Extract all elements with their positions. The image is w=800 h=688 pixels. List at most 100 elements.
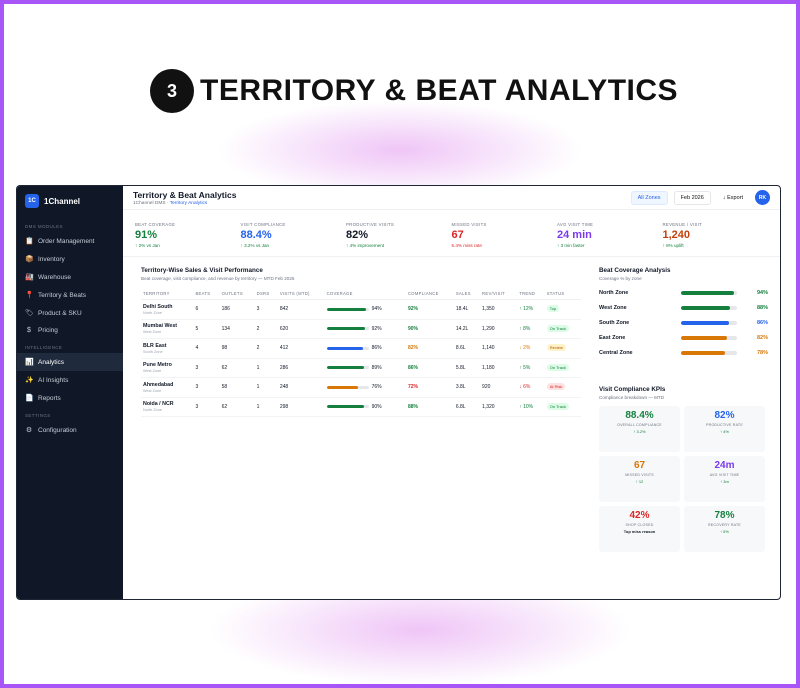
compliance-subtitle: Compliance breakdown — MTD [599, 395, 665, 400]
outlets-cell: 134 [219, 319, 255, 339]
table-row[interactable]: Delhi South North Zone 6 186 3 842 94% 92% 18.4L… [141, 299, 581, 320]
kpi-label: AVG VISIT TIME [557, 222, 594, 227]
zone-percent: 86% [756, 320, 768, 326]
column-header[interactable]: TERRITORY [141, 288, 194, 300]
kpi-label: VISIT COMPLIANCE [240, 222, 286, 227]
kpi-value: 82% [346, 229, 369, 241]
coverage-meter: 92% [326, 326, 404, 332]
compliance-kpi-value: 67 [633, 460, 646, 471]
breadcrumb-root[interactable]: 1Channel DMS · [133, 200, 170, 206]
dsrs-cell: 1 [254, 397, 278, 417]
dsrs-cell: 1 [254, 377, 278, 398]
table-row[interactable]: BLR East South Zone 4 98 2 412 86% 82% 8.6L 1,140… [141, 338, 581, 359]
territory-name: Ahmedabad [143, 381, 174, 388]
compliance-cell: 88% [405, 397, 454, 417]
warehouse-icon: 🏭 [25, 274, 34, 281]
sidebar-item-label: Product & SKU [38, 309, 82, 317]
column-header[interactable]: VISITS (MTD) [277, 288, 325, 300]
coverage-value: 86% [371, 345, 382, 352]
sidebar-nav: DMS MODULES 📋 Order Management 📦 Inventory 🏭 W… [17, 218, 123, 439]
column-header[interactable]: STATUS [544, 288, 581, 300]
kpi-delta: ↑ 4% improvement [346, 243, 385, 248]
column-header[interactable]: DSRS [254, 288, 278, 300]
brand[interactable]: 1C 1Channel [17, 194, 123, 218]
coverage-value: 90% [371, 403, 382, 410]
kpi-label: PRODUCTIVE VISITS [346, 222, 395, 227]
beats-cell: 3 [193, 397, 220, 417]
trend-cell: ↑ 10% [517, 397, 545, 417]
coverage-bar-fill [326, 327, 366, 331]
territory-cell: Mumbai West West Zone [141, 319, 194, 339]
column-header[interactable]: TREND [517, 288, 545, 300]
rev-visit-cell: 1,320 [480, 397, 518, 417]
zone-row: North Zone 94% [599, 290, 768, 296]
table-row[interactable]: Ahmedabad West Zone 3 58 1 248 76% 72% 3.8L 920 ↓ … [141, 377, 581, 398]
compliance-kpi-sub: ↑ 3.2% [633, 429, 646, 434]
compliance-kpi-sub: ↑ 12 [635, 479, 644, 484]
status-badge: On Track [546, 363, 569, 371]
sidebar-item-product-sku[interactable]: 🏷 Product & SKU [17, 304, 123, 322]
coverage-cell: 94% [324, 299, 406, 320]
coverage-bar-track [326, 327, 369, 331]
breadcrumb: 1Channel DMS · Territory Analytics [133, 201, 236, 206]
compliance-kpi-label: SHOP CLOSED [625, 523, 654, 527]
sidebar-item-reports[interactable]: 📄 Reports [17, 389, 123, 407]
column-header[interactable]: SALES [453, 288, 481, 300]
table-row[interactable]: Pune Metro West Zone 3 62 1 286 89% 86% 5.8L 1,18… [141, 358, 581, 378]
sidebar-item-territory-beats[interactable]: 📍 Territory & Beats [17, 286, 123, 304]
beats-cell: 3 [193, 377, 220, 398]
kpi-value: 24 min [557, 229, 592, 241]
sidebar-item-ai-insights[interactable]: ✨ AI Insights [17, 371, 123, 389]
beats-cell: 3 [193, 358, 220, 378]
kpi-delta: ↑ 3 min faster [557, 243, 585, 248]
sidebar-item-order-management[interactable]: 📋 Order Management [17, 232, 123, 250]
territory-zone: West Zone [143, 388, 162, 393]
rev-visit-cell: 920 [480, 377, 518, 398]
zone-row: West Zone 88% [599, 305, 768, 311]
table-row[interactable]: Mumbai West West Zone 5 134 2 620 92% 90% 14.2L 1… [141, 319, 581, 339]
brand-logo: 1C [25, 194, 39, 208]
zone-percent: 78% [756, 350, 768, 356]
right-panel: Beat Coverage Analysis Coverage % by zon… [599, 267, 768, 552]
rev-visit-cell: 1,180 [480, 358, 518, 378]
breadcrumb-current[interactable]: Territory Analytics [169, 200, 208, 206]
compliance-kpi-card: 82% PRODUCTIVE RATE ↑ 4% [684, 406, 765, 452]
sidebar-item-inventory[interactable]: 📦 Inventory [17, 250, 123, 268]
sidebar-item-analytics[interactable]: 📊 Analytics [17, 353, 123, 371]
zone-row: Central Zone 78% [599, 350, 768, 356]
visits-cell: 412 [277, 338, 325, 359]
column-header[interactable]: OUTLETS [219, 288, 255, 300]
territory-cell: Delhi South North Zone [141, 299, 194, 320]
compliance-kpi-card: 42% SHOP CLOSED Top miss reason [599, 506, 680, 552]
status-badge: Top [546, 305, 560, 313]
outlets-cell: 62 [219, 358, 255, 378]
sidebar-item-pricing[interactable]: $ Pricing [17, 322, 123, 339]
coverage-meter: 90% [326, 403, 404, 410]
sidebar-item-warehouse[interactable]: 🏭 Warehouse [17, 268, 123, 286]
visits-cell: 842 [277, 299, 325, 320]
coverage-bar-track [326, 346, 369, 350]
avatar[interactable]: RK [755, 190, 770, 205]
territory-name: Delhi South [143, 303, 173, 310]
period-select[interactable]: Feb 2026 [673, 190, 711, 205]
coverage-meter: 86% [326, 345, 404, 352]
column-header[interactable]: REV/VISIT [480, 288, 518, 300]
coverage-bar-track [326, 307, 369, 311]
beats-cell: 6 [193, 299, 220, 320]
zone-percent: 94% [756, 290, 768, 296]
zone-bar-fill [681, 321, 730, 325]
table-row[interactable]: Noida / NCR North Zone 3 62 1 298 90% 88% 6.8L 1,… [141, 397, 581, 417]
export-button[interactable]: ↓ Export [722, 194, 743, 201]
column-header[interactable]: COMPLIANCE [405, 288, 454, 300]
column-header[interactable]: COVERAGE [324, 288, 406, 300]
outlets-cell: 186 [219, 299, 255, 320]
sidebar-item-configuration[interactable]: ⚙ Configuration [17, 421, 123, 439]
zone-filter-button[interactable]: All Zones [630, 190, 668, 205]
frame-border-top [0, 0, 800, 4]
territory-cell: Pune Metro West Zone [141, 358, 194, 378]
compliance-title: Visit Compliance KPIs [599, 386, 666, 393]
compliance-kpi-label: PRODUCTIVE RATE [706, 423, 743, 427]
kpi-label: MISSED VISITS [451, 222, 487, 227]
column-header[interactable]: BEATS [193, 288, 220, 300]
zone-name: East Zone [599, 335, 626, 341]
